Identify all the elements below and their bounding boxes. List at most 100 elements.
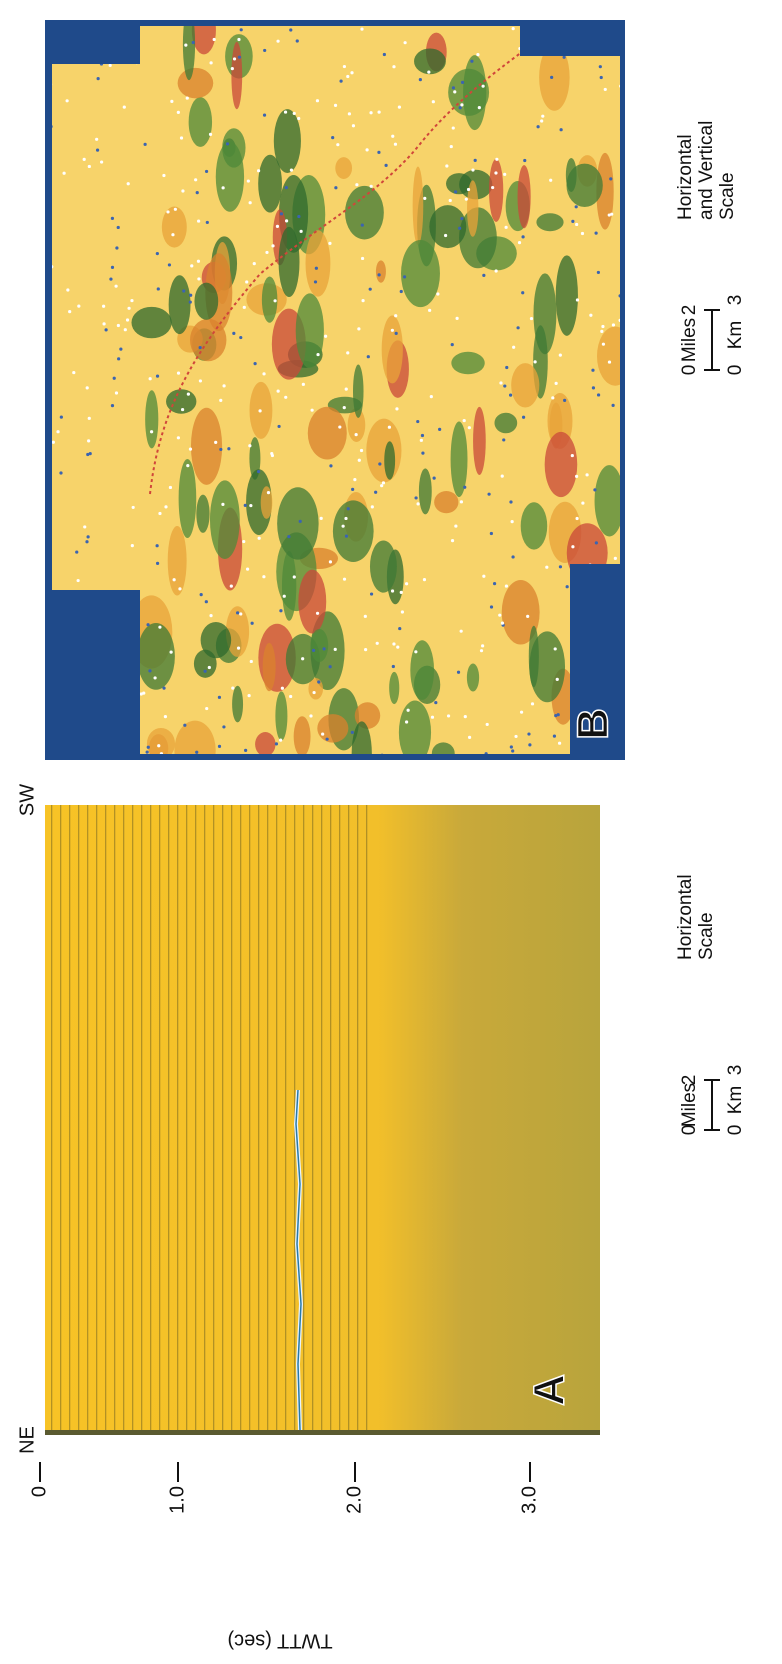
map-speckle	[490, 532, 493, 535]
scale-tick-label: 0	[725, 365, 746, 376]
map-speckle	[183, 724, 186, 727]
map-speckle	[100, 160, 103, 163]
map-speckle	[158, 626, 161, 629]
map-speckle	[526, 615, 529, 618]
map-feature	[494, 413, 517, 434]
map-speckle	[284, 110, 287, 113]
map-speckle	[334, 104, 337, 107]
map-speckle	[309, 714, 312, 717]
map-speckle	[314, 280, 317, 283]
map-speckle	[253, 262, 256, 265]
map-speckle	[530, 317, 533, 320]
map-speckle	[608, 360, 611, 363]
map-speckle	[83, 158, 86, 161]
map-speckle	[531, 702, 534, 705]
map-speckle	[147, 746, 150, 749]
map-speckle	[287, 535, 290, 538]
map-speckle	[326, 738, 329, 741]
map-speckle	[197, 260, 200, 263]
map-speckle	[377, 111, 380, 114]
map-speckle	[293, 112, 296, 115]
map-feature	[169, 275, 191, 334]
map-speckle	[444, 234, 447, 237]
map-speckle	[454, 524, 457, 527]
map-speckle	[262, 372, 265, 375]
map-speckle	[231, 67, 234, 70]
map-speckle	[276, 40, 279, 43]
map-speckle	[592, 386, 595, 389]
map-speckle	[414, 496, 417, 499]
map-speckle	[86, 453, 89, 456]
map-speckle	[111, 404, 114, 407]
map-speckle	[343, 406, 346, 409]
map-feature	[419, 468, 432, 514]
map-speckle	[614, 557, 617, 560]
map-speckle	[186, 464, 189, 467]
map-speckle	[400, 591, 403, 594]
map-speckle	[247, 179, 250, 182]
map-speckle	[521, 291, 524, 294]
map-speckle	[350, 71, 353, 74]
scale-unit: Km	[725, 321, 746, 350]
map-speckle	[576, 517, 579, 520]
map-speckle	[156, 562, 159, 565]
map-speckle	[149, 377, 152, 380]
scale-unit: Km	[725, 1086, 746, 1115]
map-speckle	[395, 407, 398, 410]
map-speckle	[249, 201, 252, 204]
map-speckle	[383, 53, 386, 56]
map-speckle	[222, 186, 225, 189]
map-speckle	[127, 182, 130, 185]
map-speckle	[384, 164, 387, 167]
map-speckle	[501, 475, 504, 478]
map-speckle	[392, 642, 395, 645]
map-speckle	[566, 585, 569, 588]
map-speckle	[56, 430, 59, 433]
map-speckle	[199, 379, 202, 382]
map-speckle	[182, 289, 185, 292]
map-speckle	[503, 173, 506, 176]
map-feature	[232, 686, 243, 723]
map-speckle	[277, 389, 280, 392]
map-speckle	[423, 578, 426, 581]
map-speckle	[360, 449, 363, 452]
map-speckle	[545, 566, 548, 569]
map-speckle	[242, 540, 245, 543]
map-feature	[216, 142, 244, 212]
map-speckle	[391, 589, 394, 592]
map-speckle	[344, 517, 347, 520]
map-speckle	[434, 701, 437, 704]
map-speckle	[181, 189, 184, 192]
map-speckle	[608, 213, 611, 216]
map-speckle	[537, 125, 540, 128]
map-feature	[263, 643, 276, 691]
map-speckle	[96, 149, 99, 152]
axis-tick-label: 3.0	[518, 1486, 540, 1514]
map-speckle	[600, 76, 603, 79]
map-feature	[545, 432, 578, 497]
map-feature	[191, 408, 222, 485]
map-speckle	[559, 565, 562, 568]
map-speckle	[465, 198, 468, 201]
map-speckle	[523, 159, 526, 162]
seismic-reflectors	[45, 805, 375, 1435]
map-speckle	[115, 391, 118, 394]
map-speckle	[452, 126, 455, 129]
map-speckle	[322, 647, 325, 650]
map-feature	[255, 732, 275, 756]
map-speckle	[263, 113, 266, 116]
map-speckle	[196, 191, 199, 194]
map-speckle	[203, 670, 206, 673]
map-speckle	[88, 417, 91, 420]
map-feature	[467, 664, 479, 692]
map-speckle	[391, 135, 394, 138]
map-speckle	[503, 384, 506, 387]
map-feature	[413, 167, 424, 245]
map-speckle	[236, 611, 239, 614]
map-speckle	[83, 525, 86, 528]
map-speckle	[501, 622, 504, 625]
map-speckle	[184, 43, 187, 46]
map-speckle	[66, 99, 69, 102]
map-speckle	[253, 362, 256, 365]
map-feature	[352, 721, 372, 786]
